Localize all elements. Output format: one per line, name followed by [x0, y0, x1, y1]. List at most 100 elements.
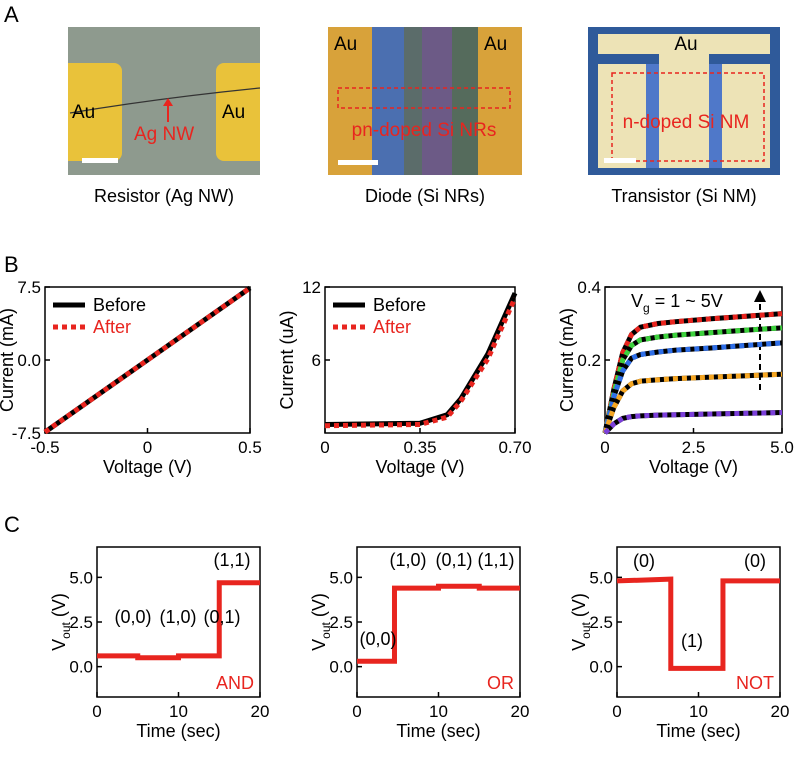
- label: n-doped Si NM: [623, 112, 750, 133]
- state-label: (1,0): [389, 550, 426, 570]
- x-axis-label: Time (sec): [656, 721, 740, 741]
- x-tick-label: 10: [429, 702, 448, 721]
- y-axis-label: Current (mA): [557, 308, 577, 412]
- panel-label: B: [4, 252, 19, 277]
- y-axis-label: Vout (V): [569, 593, 593, 651]
- series-line: [616, 576, 780, 671]
- x-tick-label: 0: [600, 438, 609, 457]
- label: Au: [674, 34, 697, 55]
- state-label: (0): [633, 551, 655, 571]
- x-axis-label: Time (sec): [136, 721, 220, 741]
- x-tick-label: -0.5: [30, 438, 59, 457]
- x-tick-label: 0.35: [403, 438, 436, 457]
- label: Au: [484, 34, 507, 55]
- series-line: [602, 340, 783, 434]
- x-tick-label: 0.70: [498, 438, 531, 457]
- micrograph: [328, 27, 522, 175]
- y-axis-label-part: (V): [49, 593, 69, 622]
- state-label: (1,0): [159, 607, 196, 627]
- x-tick-label: 0: [92, 702, 101, 721]
- y-axis-label-part: (V): [309, 593, 329, 622]
- series-line: [357, 583, 520, 664]
- label: Ag NW: [134, 124, 194, 145]
- y-axis-label: Current (uA): [277, 310, 297, 409]
- y-tick-label: 6: [312, 351, 321, 370]
- x-axis-label: Voltage (V): [649, 457, 738, 477]
- x-tick-label: 10: [169, 702, 188, 721]
- annotation-sub: g: [643, 301, 650, 315]
- panel-label: A: [4, 2, 19, 27]
- y-axis-label: Vout (V): [309, 593, 333, 651]
- legend-label: Before: [373, 295, 426, 315]
- y-axis-label-sub: out: [59, 621, 73, 638]
- y-tick-label: 0.0: [69, 658, 93, 677]
- y-tick-label: 0.0: [589, 658, 613, 677]
- caption: Transistor (Si NM): [611, 186, 756, 206]
- arrow-head: [754, 290, 766, 302]
- series-line: [602, 371, 783, 434]
- y-axis-label-part: V: [309, 639, 329, 651]
- x-tick-label: 10: [689, 702, 708, 721]
- caption: Diode (Si NRs): [365, 186, 485, 206]
- x-tick-label: 5.0: [770, 438, 794, 457]
- state-label: (0,0): [359, 629, 396, 649]
- micrograph: [60, 20, 280, 180]
- x-axis-label: Voltage (V): [375, 457, 464, 477]
- x-tick-label: 0: [352, 702, 361, 721]
- y-tick-label: 12: [302, 278, 321, 297]
- label: Au: [334, 34, 357, 55]
- y-tick-label: 5.0: [69, 568, 93, 587]
- y-axis-label: Vout (V): [49, 593, 73, 651]
- panel-label: C: [4, 512, 20, 537]
- x-tick-label: 0: [612, 702, 621, 721]
- y-tick-label: 0.0: [329, 658, 353, 677]
- y-axis-label-sub: out: [579, 621, 593, 638]
- annotation: Vg = 1 ~ 5V: [631, 291, 723, 315]
- series-line: [97, 580, 260, 661]
- y-tick-label: 0.4: [577, 278, 601, 297]
- series-line: [324, 296, 518, 429]
- y-tick-label: 0.2: [577, 351, 601, 370]
- annotation-part: V: [631, 291, 643, 311]
- y-axis-label-part: V: [569, 639, 589, 651]
- y-tick-label: 2.5: [329, 613, 353, 632]
- x-tick-label: 0: [320, 438, 329, 457]
- state-label: (0): [744, 551, 766, 571]
- y-axis-label: Current (mA): [0, 308, 17, 412]
- state-label: (1,1): [213, 550, 250, 570]
- legend-label: After: [93, 317, 131, 337]
- state-label: (0,0): [114, 607, 151, 627]
- x-tick-label: 2.5: [682, 438, 706, 457]
- label: pn-doped Si NRs: [352, 120, 497, 141]
- caption: Resistor (Ag NW): [94, 186, 234, 206]
- y-axis-label-part: (V): [569, 593, 589, 622]
- x-axis-label: Time (sec): [396, 721, 480, 741]
- state-label: (1): [681, 631, 703, 651]
- gate-label: AND: [216, 673, 254, 693]
- y-tick-label: 2.5: [589, 613, 613, 632]
- gate-label: NOT: [736, 673, 774, 693]
- y-tick-label: -7.5: [12, 424, 41, 443]
- label: Au: [222, 102, 245, 123]
- state-label: (0,1): [203, 607, 240, 627]
- state-label: (1,1): [477, 550, 514, 570]
- legend-label: After: [373, 317, 411, 337]
- x-axis-label: Voltage (V): [103, 457, 192, 477]
- gate-label: OR: [487, 673, 514, 693]
- y-tick-label: 2.5: [69, 613, 93, 632]
- y-tick-label: 7.5: [17, 278, 41, 297]
- series-line: [603, 410, 783, 435]
- x-tick-label: 20: [771, 702, 790, 721]
- micrograph: [588, 27, 780, 175]
- x-tick-label: 20: [511, 702, 530, 721]
- x-tick-label: 0: [143, 438, 152, 457]
- y-tick-label: 5.0: [329, 568, 353, 587]
- annotation-part: = 1 ~ 5V: [650, 291, 723, 311]
- y-axis-label-sub: out: [319, 621, 333, 638]
- state-label: (0,1): [435, 550, 472, 570]
- legend-label: Before: [93, 295, 146, 315]
- y-tick-label: 0.0: [17, 351, 41, 370]
- y-axis-label-part: V: [49, 639, 69, 651]
- y-tick-label: 5.0: [589, 568, 613, 587]
